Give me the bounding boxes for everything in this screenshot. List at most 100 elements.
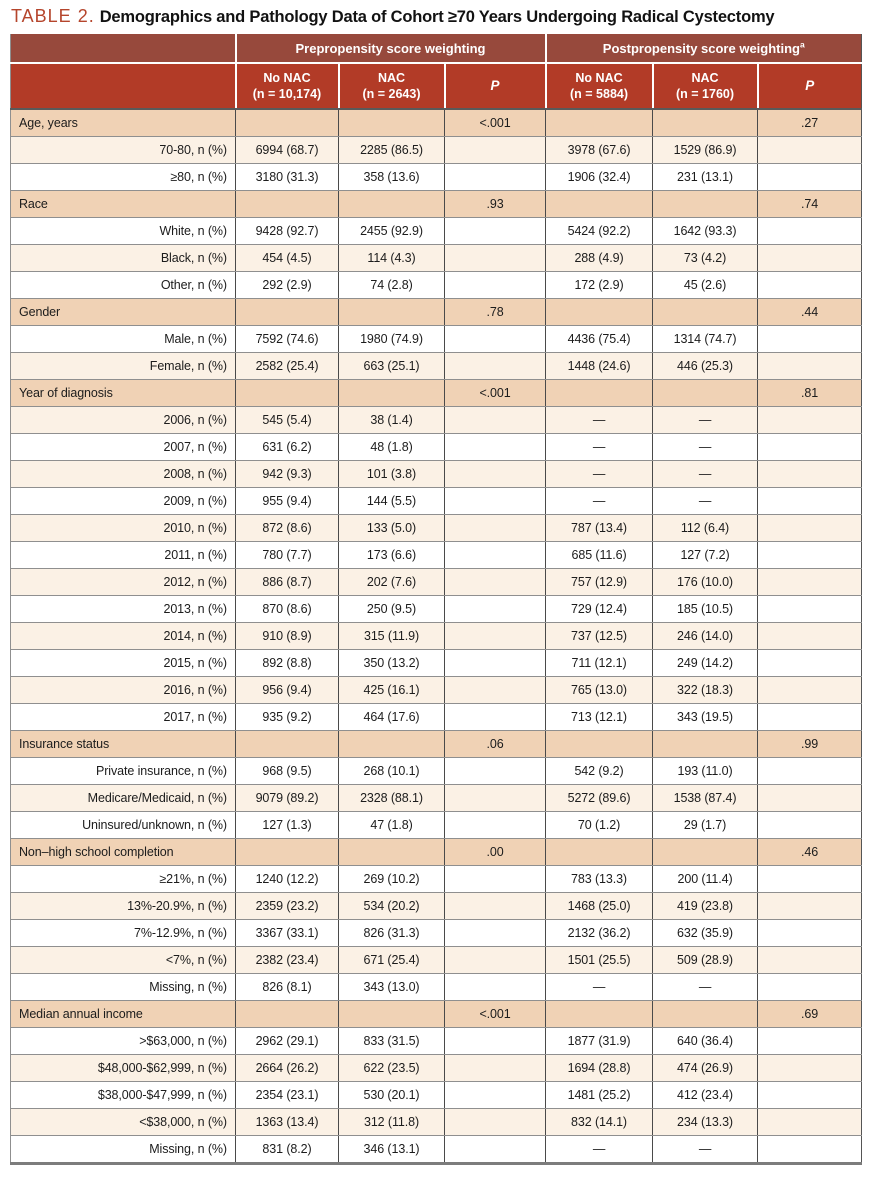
table-number: TABLE 2. <box>11 6 95 26</box>
group-label: Postpropensity score weighting <box>602 40 800 56</box>
row-label: 2007, n (%) <box>10 433 236 461</box>
value-cell: 464 (17.6) <box>338 703 445 731</box>
value-cell: 173 (6.6) <box>338 541 445 569</box>
value-cell: 910 (8.9) <box>235 622 339 650</box>
data-row: 2010, n (%) 872 (8.6) 133 (5.0) 787 (13.4) 1… <box>10 514 862 542</box>
row-label: >$63,000, n (%) <box>10 1027 236 1055</box>
value-cell: — <box>652 433 758 461</box>
p-value-cell <box>757 676 862 704</box>
value-cell <box>652 730 758 758</box>
value-cell: 631 (6.2) <box>235 433 339 461</box>
value-cell: 640 (36.4) <box>652 1027 758 1055</box>
value-cell: 249 (14.2) <box>652 649 758 677</box>
p-value-cell <box>443 406 546 434</box>
value-cell: — <box>545 1135 653 1164</box>
value-cell <box>338 730 445 758</box>
row-label: Missing, n (%) <box>10 1135 236 1164</box>
value-cell: — <box>545 973 653 1001</box>
data-row: 70-80, n (%) 6994 (68.7) 2285 (86.5) 3978 (… <box>10 136 862 164</box>
value-cell: 663 (25.1) <box>338 352 445 380</box>
value-cell: 2582 (25.4) <box>235 352 339 380</box>
value-cell: 622 (23.5) <box>338 1054 445 1082</box>
col-header-line1: No NAC <box>575 70 623 85</box>
row-label: 13%-20.9%, n (%) <box>10 892 236 920</box>
value-cell: 3180 (31.3) <box>235 163 339 191</box>
p-value-cell: .81 <box>757 379 862 407</box>
data-row: Other, n (%) 292 (2.9) 74 (2.8) 172 (2.9) 45… <box>10 271 862 299</box>
col-header-line2: (n = 2643) <box>362 87 421 101</box>
value-cell: 425 (16.1) <box>338 676 445 704</box>
value-cell: 737 (12.5) <box>545 622 653 650</box>
value-cell <box>338 298 445 326</box>
p-value-cell <box>757 1081 862 1109</box>
row-label: 2011, n (%) <box>10 541 236 569</box>
category-row: Median annual income <.001 .69 <box>10 1000 862 1028</box>
value-cell: — <box>545 406 653 434</box>
data-row: ≥21%, n (%) 1240 (12.2) 269 (10.2) 783 (13.… <box>10 865 862 893</box>
row-label: 2016, n (%) <box>10 676 236 704</box>
data-row: 2009, n (%) 955 (9.4) 144 (5.5) — — <box>10 487 862 515</box>
p-value-cell <box>757 271 862 299</box>
p-value-cell <box>443 757 546 785</box>
value-cell: 358 (13.6) <box>338 163 445 191</box>
value-cell: 2285 (86.5) <box>338 136 445 164</box>
p-value-cell <box>757 946 862 974</box>
col-header-post-p: P <box>756 63 862 110</box>
value-cell: 872 (8.6) <box>235 514 339 542</box>
value-cell: 870 (8.6) <box>235 595 339 623</box>
value-cell: 1980 (74.9) <box>338 325 445 353</box>
value-cell: 2962 (29.1) <box>235 1027 339 1055</box>
data-row: Female, n (%) 2582 (25.4) 663 (25.1) 1448 (… <box>10 352 862 380</box>
p-value-cell <box>757 217 862 245</box>
value-cell: 315 (11.9) <box>338 622 445 650</box>
p-value-cell <box>757 352 862 380</box>
value-cell: 7592 (74.6) <box>235 325 339 353</box>
p-value-cell <box>757 1108 862 1136</box>
row-label: Other, n (%) <box>10 271 236 299</box>
value-cell: 2382 (23.4) <box>235 946 339 974</box>
p-label: P <box>490 78 500 94</box>
value-cell <box>235 838 339 866</box>
data-row: >$63,000, n (%) 2962 (29.1) 833 (31.5) 1877… <box>10 1027 862 1055</box>
value-cell: 176 (10.0) <box>652 568 758 596</box>
p-value-cell <box>757 325 862 353</box>
value-cell: 322 (18.3) <box>652 676 758 704</box>
value-cell: 312 (11.8) <box>338 1108 445 1136</box>
data-row: 7%-12.9%, n (%) 3367 (33.1) 826 (31.3) 2132… <box>10 919 862 947</box>
p-value-cell <box>443 1108 546 1136</box>
data-row: Missing, n (%) 831 (8.2) 346 (13.1) — — <box>10 1135 862 1164</box>
value-cell: 826 (31.3) <box>338 919 445 947</box>
row-label: ≥80, n (%) <box>10 163 236 191</box>
row-label: White, n (%) <box>10 217 236 245</box>
value-cell: 343 (19.5) <box>652 703 758 731</box>
p-value-cell: .06 <box>443 730 546 758</box>
p-value-cell <box>443 136 546 164</box>
value-cell: — <box>652 460 758 488</box>
col-header-pre-no-nac: No NAC (n = 10,174) <box>234 63 339 110</box>
p-value-cell <box>443 460 546 488</box>
p-value-cell <box>757 541 862 569</box>
p-value-cell <box>757 136 862 164</box>
data-row: 13%-20.9%, n (%) 2359 (23.2) 534 (20.2) 146… <box>10 892 862 920</box>
p-value-cell: .46 <box>757 838 862 866</box>
row-label: Medicare/Medicaid, n (%) <box>10 784 236 812</box>
col-header-post-no-nac: No NAC (n = 5884) <box>544 63 653 110</box>
p-value-cell <box>757 865 862 893</box>
value-cell: 685 (11.6) <box>545 541 653 569</box>
group-header-prepropensity: Prepropensity score weighting <box>234 34 546 64</box>
value-cell: 1538 (87.4) <box>652 784 758 812</box>
value-cell <box>338 1000 445 1028</box>
p-value-cell <box>443 271 546 299</box>
col-header-line1: No NAC <box>263 70 311 85</box>
row-label: Female, n (%) <box>10 352 236 380</box>
p-value-cell <box>757 487 862 515</box>
p-value-cell <box>757 784 862 812</box>
value-cell: — <box>652 406 758 434</box>
p-value-cell <box>757 568 862 596</box>
value-cell <box>545 379 653 407</box>
value-cell: 292 (2.9) <box>235 271 339 299</box>
value-cell: 509 (28.9) <box>652 946 758 974</box>
corner-cell-bottom <box>10 63 236 110</box>
row-label: 2013, n (%) <box>10 595 236 623</box>
data-row: 2012, n (%) 886 (8.7) 202 (7.6) 757 (12.9) 1… <box>10 568 862 596</box>
